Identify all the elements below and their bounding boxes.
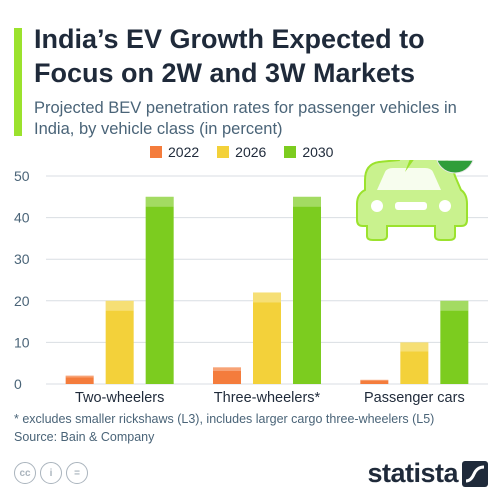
bar-2022-1 — [213, 367, 241, 384]
bar-highlight — [400, 342, 429, 352]
bar-2026-0 — [105, 300, 134, 384]
attribution-icon[interactable]: i — [40, 462, 62, 484]
statista-logo[interactable]: statista — [367, 458, 488, 489]
chart-subtitle: Projected BEV penetration rates for pass… — [34, 99, 457, 138]
title-accent-bar — [14, 28, 22, 136]
source-text: Source: Bain & Company — [14, 430, 155, 444]
bar-2026-1 — [253, 292, 281, 384]
y-tick-label: 20 — [14, 293, 30, 309]
cc-icon[interactable]: cc — [14, 462, 36, 484]
bars — [65, 196, 469, 384]
y-tick-label: 10 — [14, 334, 30, 350]
bar-2030-1 — [293, 196, 321, 384]
india-flag-icon — [436, 160, 474, 174]
legend-swatch-2026 — [217, 146, 230, 158]
legend-item-2030: 2030 — [284, 144, 333, 160]
legend-swatch-2022 — [150, 146, 162, 158]
bar-highlight — [440, 300, 469, 311]
bar-2026-2 — [400, 342, 429, 384]
category-label: Passenger cars — [364, 390, 465, 406]
legend-item-2026: 2026 — [217, 144, 266, 160]
y-axis-ticks: 0 10 20 30 40 50 — [14, 168, 30, 392]
bar-2022-2 — [360, 379, 389, 384]
legend-label-2030: 2030 — [302, 144, 334, 160]
bar-highlight — [213, 367, 241, 372]
bar-highlight — [145, 196, 174, 207]
statista-wordmark: statista — [367, 458, 458, 488]
statista-logo-mark-icon — [462, 460, 488, 487]
bar-chart: 0 10 20 30 40 50 Two-wheelers Three-wheelers* P… — [14, 160, 488, 406]
category-label: Two-wheelers — [75, 390, 164, 406]
legend: 2022 2026 2030 — [150, 144, 333, 160]
y-tick-label: 30 — [14, 251, 30, 267]
bar-highlight — [65, 375, 94, 378]
bar-2030-0 — [145, 196, 174, 384]
bar-2030-2 — [440, 300, 469, 384]
legend-label-2026: 2026 — [235, 144, 267, 160]
y-tick-label: 40 — [14, 210, 30, 226]
legend-label-2022: 2022 — [168, 144, 200, 160]
license-icons: cc i = — [14, 462, 88, 484]
bar-highlight — [293, 196, 321, 207]
bar-2022-0 — [65, 375, 94, 384]
y-tick-label: 50 — [14, 168, 30, 184]
bar-highlight — [105, 300, 134, 311]
footnote-text: * excludes smaller rickshaws (L3), inclu… — [14, 412, 435, 426]
x-axis-categories: Two-wheelers Three-wheelers* Passenger car… — [75, 390, 465, 406]
category-label: Three-wheelers* — [214, 390, 321, 406]
bar-highlight — [360, 379, 389, 381]
no-derivatives-icon[interactable]: = — [66, 462, 88, 484]
electric-car-icon — [356, 160, 468, 241]
bar-highlight — [253, 292, 281, 303]
legend-item-2022: 2022 — [150, 144, 199, 160]
legend-swatch-2030 — [284, 146, 297, 158]
footnote-block: * excludes smaller rickshaws (L3), inclu… — [14, 410, 494, 446]
y-tick-label: 0 — [14, 376, 22, 392]
chart-title: India’s EV Growth Expected to Focus on 2… — [34, 24, 425, 88]
